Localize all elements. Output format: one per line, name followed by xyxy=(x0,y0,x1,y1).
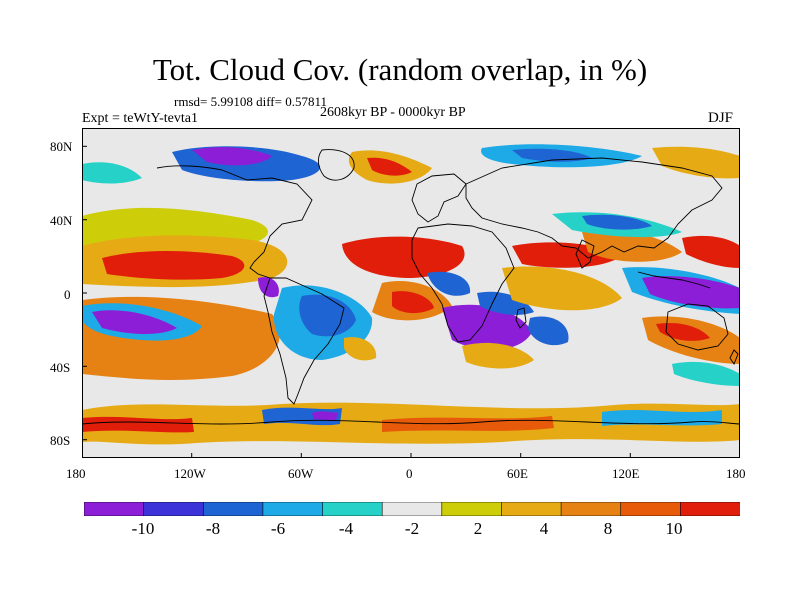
colorbar-swatch xyxy=(143,502,204,516)
colorbar-label: -8 xyxy=(205,519,221,538)
south-america-blue xyxy=(299,294,356,337)
colorbar-svg xyxy=(84,502,740,516)
west-africa-blue xyxy=(427,271,471,296)
x-tick-label: 120W xyxy=(174,466,206,481)
coast-europe xyxy=(411,173,467,223)
colorbar-swatch xyxy=(262,502,324,516)
south-indian-cyan xyxy=(672,361,740,386)
colorbar-swatch xyxy=(501,502,562,516)
x-tick-label: 60W xyxy=(288,466,314,481)
africa-purple xyxy=(442,304,532,350)
colorbar-swatch xyxy=(620,502,682,516)
x-tick-label: 180 xyxy=(66,466,86,481)
x-tick-label: 0 xyxy=(406,466,413,481)
south-america-purple xyxy=(258,277,279,298)
indian-ocean-orange xyxy=(502,266,622,311)
north-atlantic-red xyxy=(367,157,412,176)
east-asia-red xyxy=(682,235,740,268)
colorbar-label: 4 xyxy=(539,519,549,538)
atlantic-red-2 xyxy=(392,291,434,314)
colorbar-swatch xyxy=(441,502,503,516)
colorbar-swatch xyxy=(680,502,740,516)
colorbar-label: 2 xyxy=(473,519,483,538)
coast-maritime xyxy=(637,271,711,289)
southern-band-red-2 xyxy=(382,416,554,432)
colorbar xyxy=(84,502,740,516)
coast-india xyxy=(575,239,595,269)
south-america-orange xyxy=(344,337,377,361)
north-pacific-cyan xyxy=(82,162,142,184)
australia-red xyxy=(656,322,710,341)
madagascar-blue xyxy=(528,316,569,346)
colorbar-label: -6 xyxy=(270,519,286,538)
north-eurasia-blue xyxy=(512,148,592,162)
period-label: 2608kyr BP - 0000kyr BP xyxy=(320,105,466,120)
north-asia-orange xyxy=(652,146,740,179)
colorbar-swatch xyxy=(322,502,383,516)
colorbar-label: -2 xyxy=(404,519,420,538)
colorbar-label: 8 xyxy=(603,519,613,538)
coast-antarctica xyxy=(82,419,740,425)
southern-band-red-1 xyxy=(82,416,194,433)
coast-madagascar xyxy=(515,307,527,329)
x-tick-label: 60E xyxy=(507,466,528,481)
colorbar-swatch xyxy=(381,502,443,516)
map-svg xyxy=(82,128,740,458)
y-tick-label: 0 xyxy=(64,287,71,302)
coast-africa xyxy=(411,223,515,343)
y-tick-label: 80S xyxy=(50,433,71,448)
india-orange xyxy=(582,230,682,262)
stats-label: rmsd= 5.99108 diff= 0.57811 xyxy=(174,94,327,109)
y-tick-label: 40N xyxy=(50,213,73,228)
colorbar-swatch xyxy=(84,502,145,516)
south-pacific-purple xyxy=(92,310,177,334)
coast-australia xyxy=(665,303,729,351)
atlantic-red xyxy=(342,236,465,278)
coast-south-america xyxy=(263,277,345,405)
x-tick-label: 180 xyxy=(726,466,746,481)
southern-band-purple xyxy=(312,411,338,421)
west-pacific-purple xyxy=(642,276,740,309)
colorbar-swatch xyxy=(202,502,264,516)
map-panel xyxy=(82,128,740,458)
colorbar-label: -4 xyxy=(338,519,354,538)
axis-ticks xyxy=(82,145,740,458)
arctic-purple xyxy=(192,147,272,166)
y-tick-label: 80N xyxy=(50,139,73,154)
map-title: Tot. Cloud Cov. (random overlap, in %) xyxy=(152,52,648,87)
coastlines xyxy=(82,149,740,425)
season-label: DJF xyxy=(708,110,734,126)
colorbar-label: 10 xyxy=(665,519,683,538)
x-tick-label: 120E xyxy=(612,466,640,481)
coast-greenland xyxy=(317,149,355,181)
experiment-label: Expt = teWtY-tevta1 xyxy=(82,111,198,126)
colorbar-label: -10 xyxy=(131,519,155,538)
coast-eurasia xyxy=(465,157,723,259)
eastern-pacific-red xyxy=(102,251,245,280)
coast-new-zealand xyxy=(729,349,739,365)
colorbar-swatch xyxy=(560,502,622,516)
y-tick-label: 40S xyxy=(50,360,71,375)
s-atlantic-orange xyxy=(462,342,534,369)
coast-north-america xyxy=(156,165,313,279)
asia-blue xyxy=(582,214,652,230)
